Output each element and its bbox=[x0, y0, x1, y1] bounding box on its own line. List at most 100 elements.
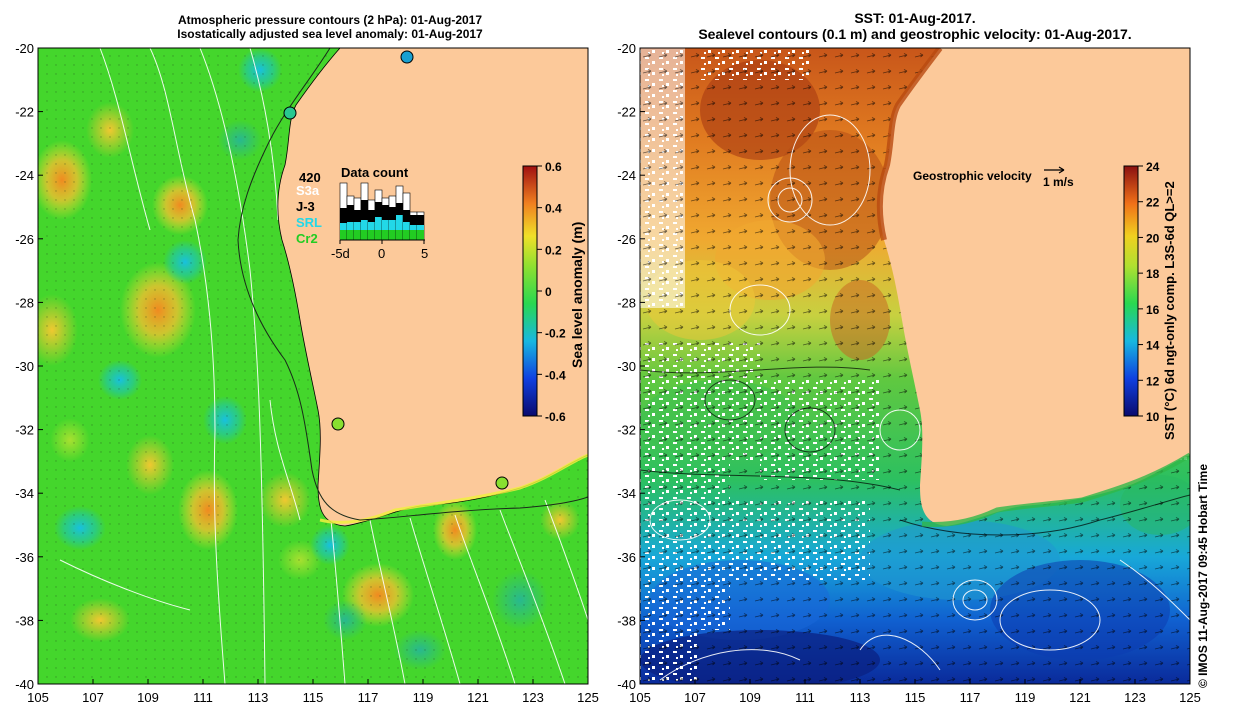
right-lon-label: 111 bbox=[795, 690, 815, 705]
right-lat-label: -38 bbox=[617, 613, 636, 628]
sst-colorbar-ticks: 24 22 20 18 16 14 12 10 bbox=[1138, 160, 1160, 424]
data-count-axis-label: 0 bbox=[378, 246, 385, 261]
sst-colorbar-label: SST (°C) 6d ngt-only comp. L3S-6d QL>=2 bbox=[1162, 181, 1177, 440]
sla-colorbar: 0.6 0.4 0.2 0 -0.2 -0.4 -0.6 Sea level anomaly… bbox=[522, 160, 585, 424]
sst-cb-label: 16 bbox=[1146, 303, 1160, 317]
left-lon-label: 117 bbox=[358, 690, 379, 705]
coastal-band-right bbox=[876, 48, 943, 241]
velocity-legend: Geostrophic velocity 1 m/s bbox=[913, 166, 1074, 189]
right-lat-label: -30 bbox=[617, 359, 636, 374]
left-lon-label: 111 bbox=[193, 690, 213, 705]
mission-label-s3a: S3a bbox=[296, 183, 320, 198]
tide-gauge-marker bbox=[331, 417, 345, 431]
right-lat-label: -36 bbox=[617, 550, 636, 565]
data-count-inset: Data count 420 S3a J-3 SRL Cr2 bbox=[296, 165, 428, 261]
pressure-contours bbox=[59, 48, 588, 684]
left-lon-label: 109 bbox=[137, 690, 159, 705]
velocity-arrow-icon bbox=[1044, 166, 1065, 174]
sst-colorbar: 24 22 20 18 16 14 12 10 SST (°C) 6d ngt-only co… bbox=[1123, 160, 1177, 440]
right-lon-label: 117 bbox=[960, 690, 981, 705]
right-lat-label: -32 bbox=[617, 423, 636, 438]
right-lon-label: 125 bbox=[1179, 690, 1201, 705]
left-lat-label: -20 bbox=[15, 41, 34, 56]
right-lon-axis: 105 107 109 111 113 115 117 119 121 123 125 bbox=[629, 679, 1201, 705]
left-title-line2: Isostatically adjusted sea level anomaly… bbox=[177, 27, 483, 41]
right-map bbox=[640, 48, 1190, 684]
left-lat-label: -40 bbox=[15, 677, 34, 692]
left-lon-label: 113 bbox=[248, 690, 269, 705]
left-lat-label: -34 bbox=[15, 486, 34, 501]
mission-label-cr2: Cr2 bbox=[296, 231, 318, 246]
left-lat-label: -24 bbox=[15, 168, 34, 183]
sla-cb-label: 0.4 bbox=[545, 202, 562, 216]
left-lat-label: -22 bbox=[15, 105, 34, 120]
tide-gauge-marker bbox=[495, 476, 509, 490]
velocity-legend-label: Geostrophic velocity bbox=[913, 169, 1032, 183]
left-lon-label: 125 bbox=[577, 690, 599, 705]
sea-level-contours bbox=[649, 114, 1190, 681]
right-title-line1: SST: 01-Aug-2017. bbox=[854, 10, 976, 26]
left-lon-label: 123 bbox=[522, 690, 544, 705]
right-lat-label: -22 bbox=[617, 105, 636, 120]
sst-cb-label: 22 bbox=[1146, 196, 1160, 210]
right-lat-axis: -20 -22 -24 -26 -28 -30 -32 -34 -36 -38 -40 bbox=[617, 41, 645, 692]
sla-cb-label: -0.2 bbox=[545, 327, 566, 341]
sst-cb-label: 20 bbox=[1146, 231, 1160, 245]
left-lat-axis: -20 -22 -24 -26 -28 -30 -32 -34 -36 -38 -40 bbox=[15, 41, 43, 692]
left-lat-label: -28 bbox=[15, 295, 34, 310]
left-title: Atmospheric pressure contours (2 hPa): 0… bbox=[120, 13, 540, 41]
right-lat-label: -40 bbox=[617, 677, 636, 692]
right-title-line2: Sealevel contours (0.1 m) and geostrophi… bbox=[698, 26, 1132, 42]
left-lon-label: 105 bbox=[27, 690, 49, 705]
right-lon-label: 121 bbox=[1069, 690, 1091, 705]
shelf-contour-left bbox=[237, 48, 588, 521]
left-lon-label: 119 bbox=[413, 690, 434, 705]
right-title: SST: 01-Aug-2017. Sealevel contours (0.1… bbox=[640, 10, 1190, 42]
left-lon-axis: 105 107 109 111 113 115 117 119 121 123 125 bbox=[27, 679, 599, 705]
right-lat-label: -26 bbox=[617, 232, 636, 247]
left-lat-label: -36 bbox=[15, 550, 34, 565]
right-lat-label: -34 bbox=[617, 486, 636, 501]
left-lon-label: 121 bbox=[467, 690, 489, 705]
sea-level-contours-dark bbox=[640, 366, 1190, 536]
left-lon-label: 107 bbox=[82, 690, 104, 705]
sst-cb-label: 12 bbox=[1146, 374, 1160, 388]
coastal-band-south bbox=[921, 452, 1190, 527]
sla-cb-label: -0.6 bbox=[545, 410, 566, 424]
left-lon-label: 115 bbox=[303, 690, 324, 705]
right-lon-label: 109 bbox=[739, 690, 761, 705]
data-count-axis-label: -5d bbox=[331, 246, 350, 261]
data-count-axis-label: 5 bbox=[421, 246, 428, 261]
left-map bbox=[38, 48, 588, 684]
land-mass-left bbox=[277, 48, 588, 527]
right-lon-label: 123 bbox=[1124, 690, 1146, 705]
sla-cb-label: 0.2 bbox=[545, 243, 562, 257]
left-lat-label: -38 bbox=[15, 613, 34, 628]
data-count-bars bbox=[339, 182, 425, 244]
sla-cb-label: -0.4 bbox=[545, 368, 566, 382]
sst-cb-label: 14 bbox=[1146, 339, 1160, 353]
mission-label-j3: J-3 bbox=[296, 199, 315, 214]
sla-cb-label: 0 bbox=[545, 285, 552, 299]
right-lon-label: 115 bbox=[905, 690, 926, 705]
sst-cb-label: 10 bbox=[1146, 410, 1160, 424]
right-lon-label: 107 bbox=[684, 690, 706, 705]
sla-colorbar-label: Sea level anomaly (m) bbox=[569, 222, 585, 368]
left-lat-label: -30 bbox=[15, 359, 34, 374]
left-lat-label: -26 bbox=[15, 232, 34, 247]
land-mass-right bbox=[879, 48, 1190, 526]
data-count-total: 420 bbox=[299, 170, 321, 185]
copyright-footer: © IMOS 11-Aug-2017 09:45 Hobart Time bbox=[1196, 463, 1210, 688]
right-lon-label: 119 bbox=[1015, 690, 1036, 705]
velocity-scale-label: 1 m/s bbox=[1043, 175, 1074, 189]
tide-gauge-marker bbox=[400, 50, 414, 64]
left-title-line1: Atmospheric pressure contours (2 hPa): 0… bbox=[177, 13, 483, 27]
tide-gauge-marker bbox=[283, 106, 297, 120]
sla-cb-label: 0.6 bbox=[545, 160, 562, 174]
data-count-title: Data count bbox=[341, 165, 409, 180]
sst-cb-label: 24 bbox=[1146, 160, 1160, 174]
right-lat-label: -24 bbox=[617, 168, 636, 183]
mission-label-srl: SRL bbox=[296, 215, 322, 230]
right-lat-label: -28 bbox=[617, 295, 636, 310]
sst-cb-label: 18 bbox=[1146, 267, 1160, 281]
